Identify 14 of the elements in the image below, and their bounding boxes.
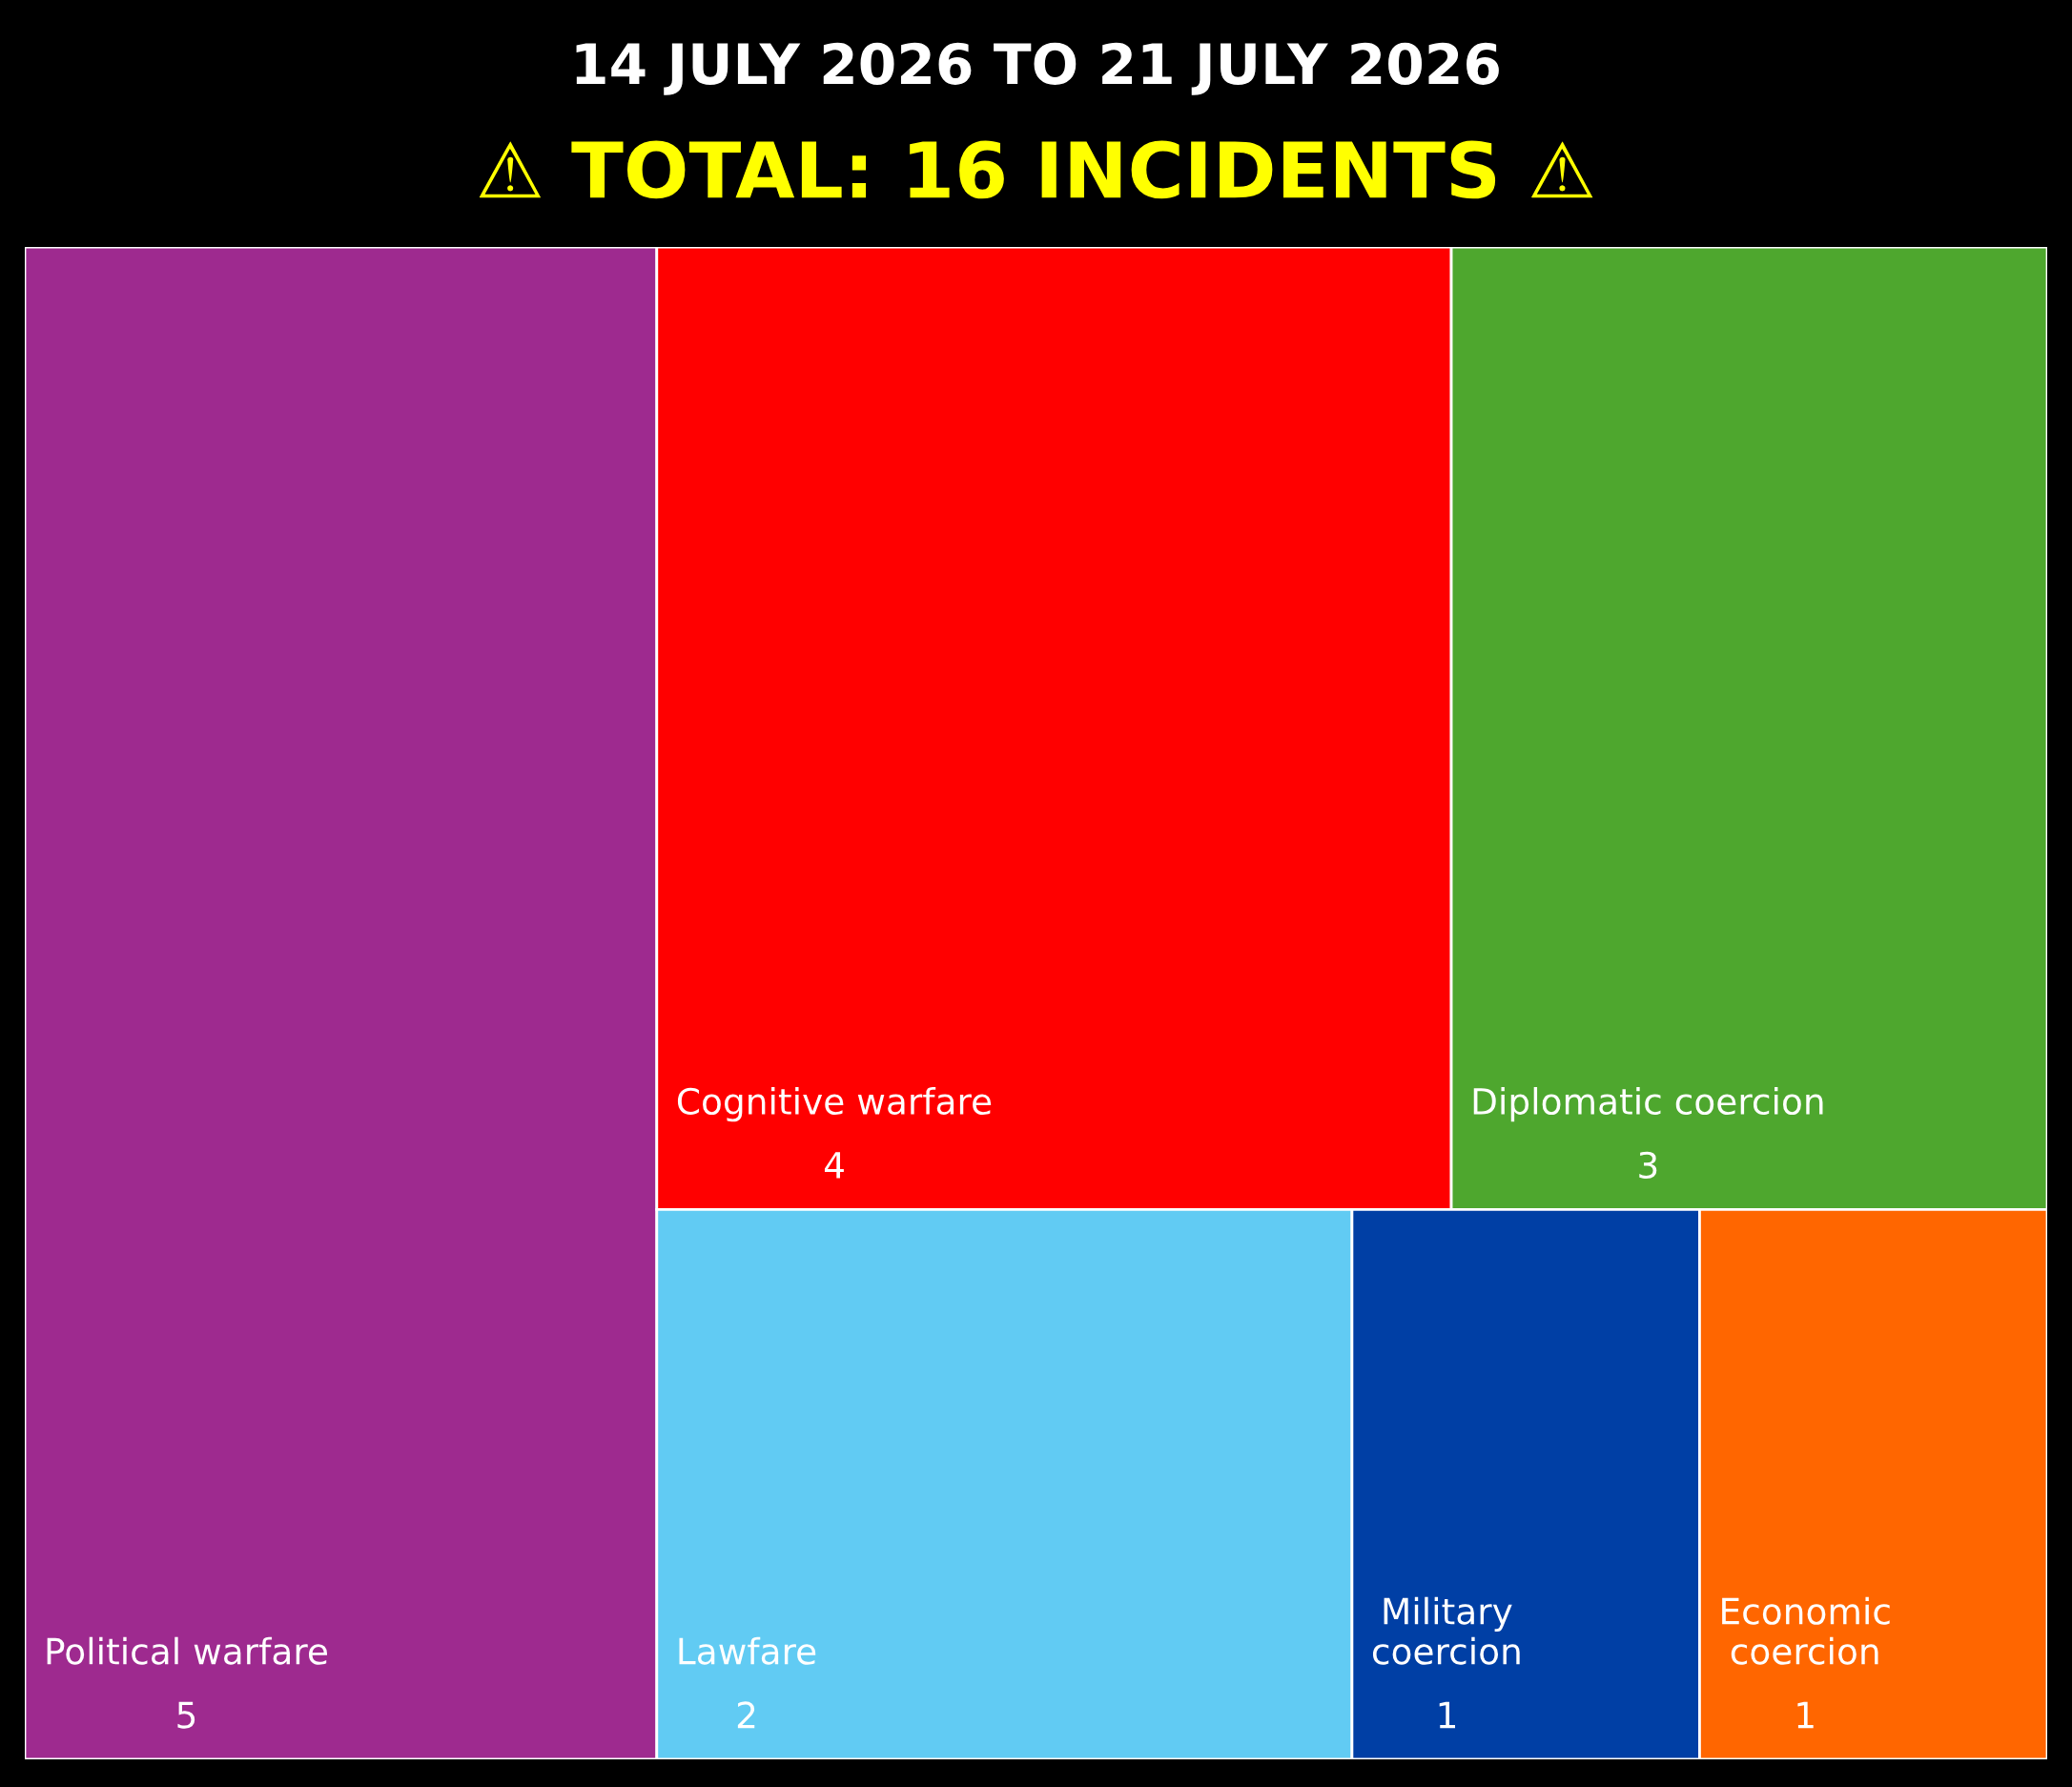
category-label: Diplomatic coercion	[1473, 1086, 1823, 1122]
category-label: Lawfare	[679, 1636, 816, 1665]
data-label: 1	[1439, 1701, 1455, 1729]
data-label: 2	[737, 1701, 755, 1729]
category-label: Military coercion	[1372, 1596, 1520, 1665]
category-label: Cognitive warfare	[677, 1086, 992, 1122]
category-label: Political warfare	[47, 1636, 327, 1665]
data-label: 5	[177, 1701, 195, 1729]
data-label: 1	[1797, 1701, 1814, 1729]
text: 14 JULY 2026 TO 21 JULY 2026	[576, 42, 1499, 95]
text: ⚠ TOTAL: 16 INCIDENTS ⚠	[479, 140, 1593, 199]
category-label: Economic coercion	[1722, 1596, 1890, 1665]
data-label: 3	[1639, 1151, 1657, 1180]
data-label: 4	[824, 1152, 844, 1179]
